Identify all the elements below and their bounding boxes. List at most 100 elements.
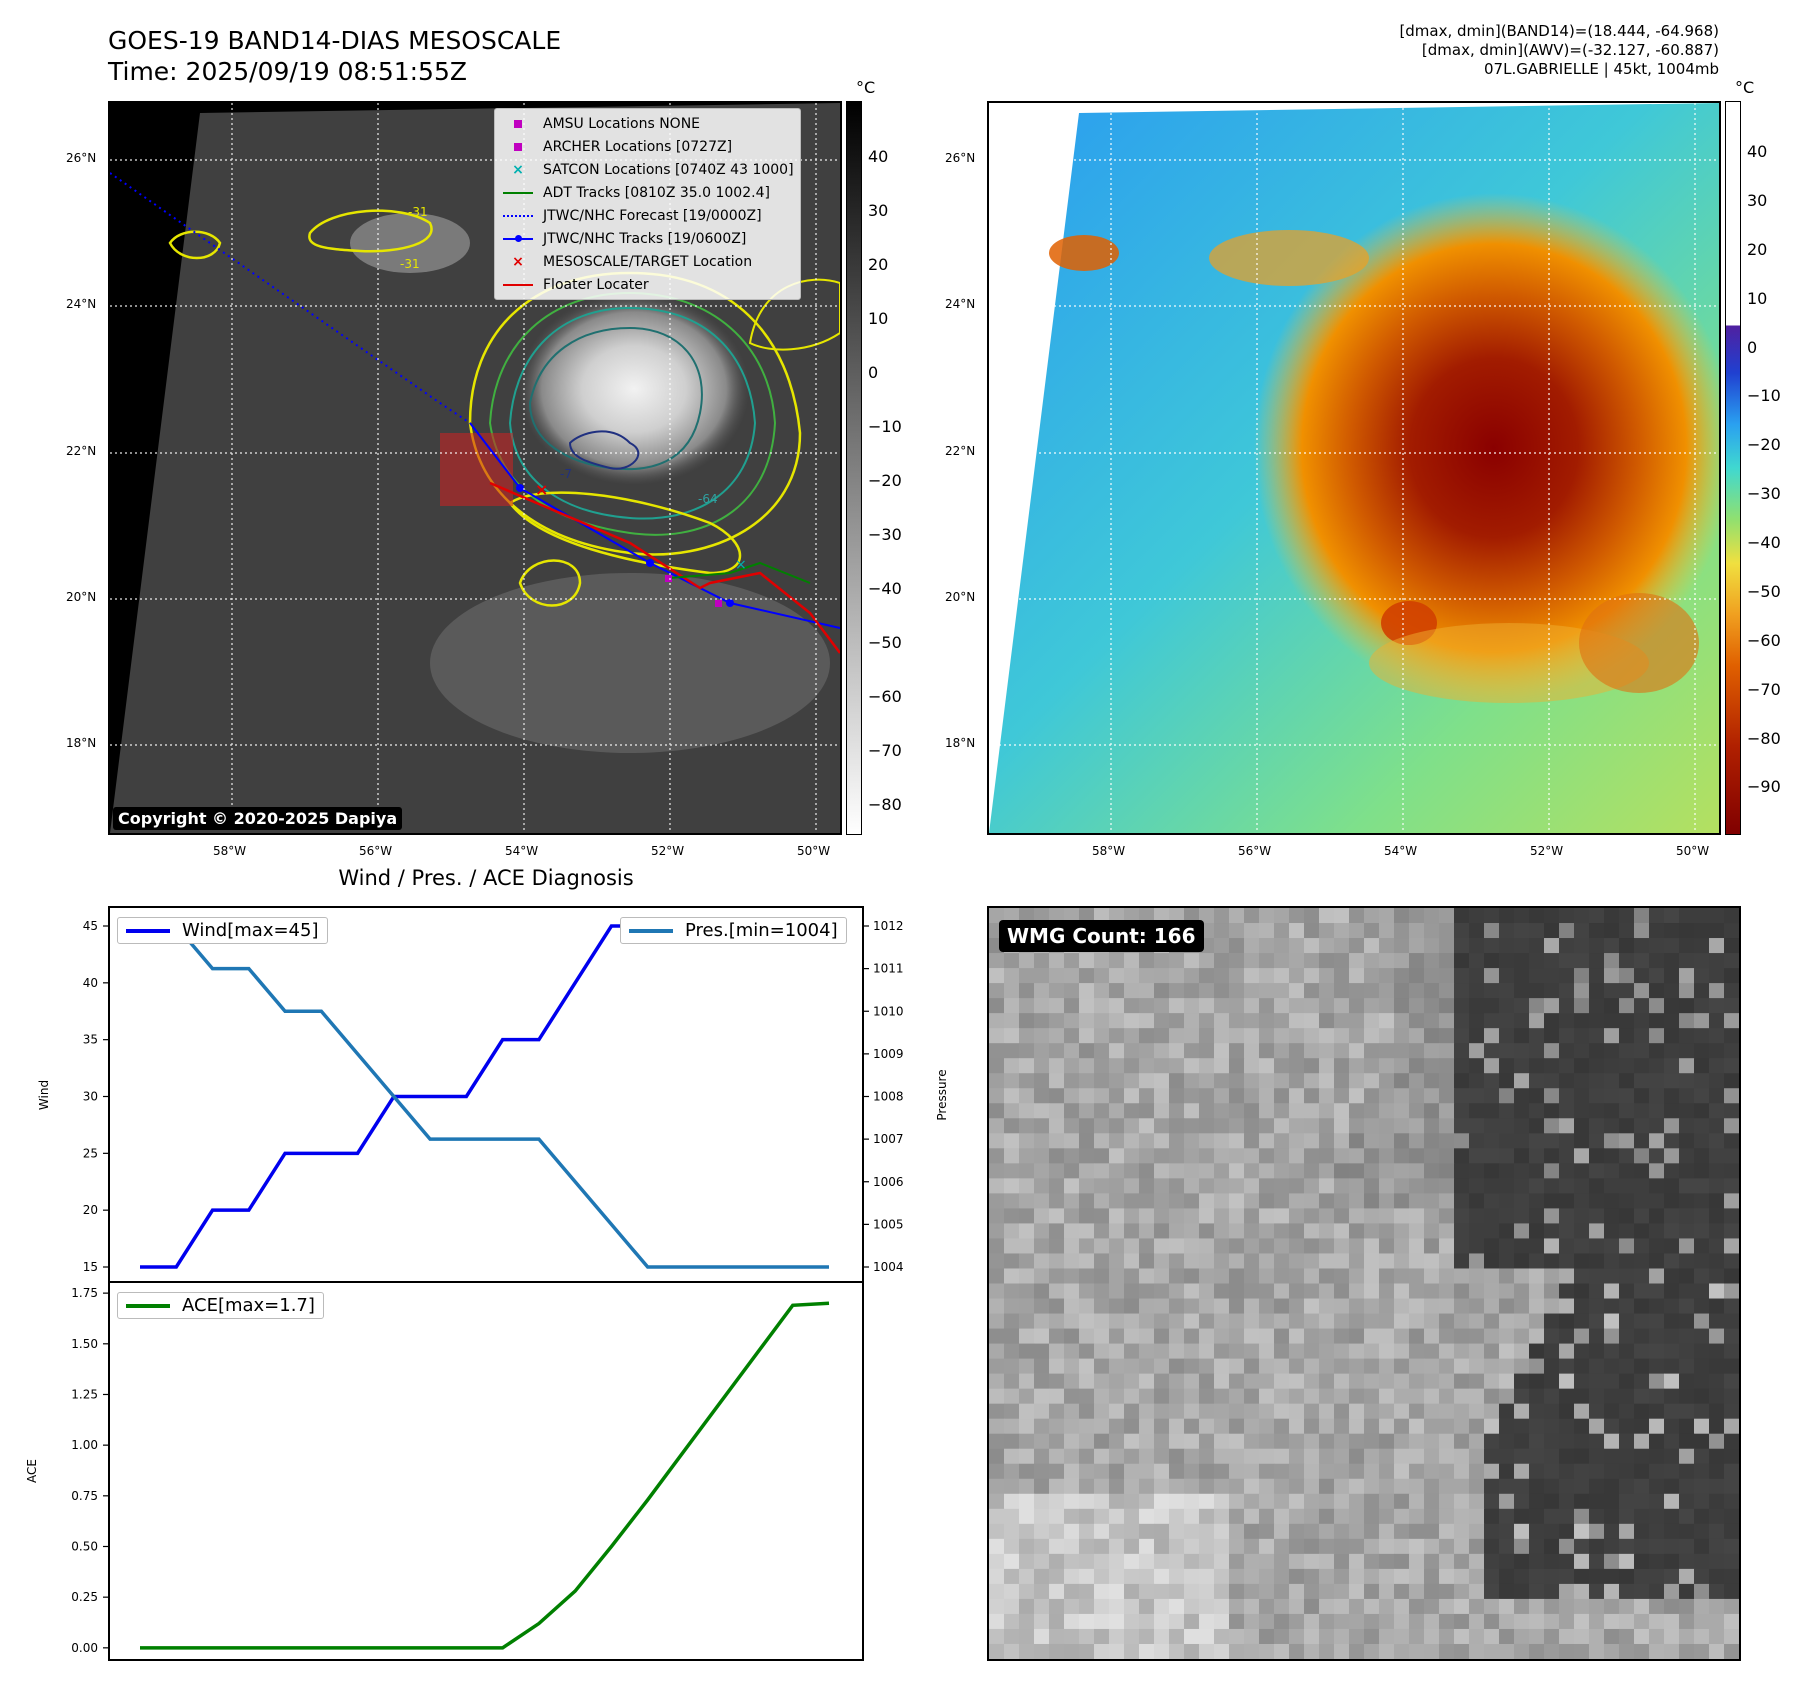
floater-box — [440, 433, 513, 506]
wmg-panel: WMG Count: 166 — [987, 906, 1741, 1661]
legend-item: JTWC/NHC Tracks [19/0600Z] — [501, 227, 794, 250]
contour-label: -31 — [408, 205, 428, 219]
wind-axis-label: Wind — [37, 1080, 51, 1110]
ace-tick-label: 0.50 — [71, 1539, 98, 1553]
chart-title: GOES-19 BAND14-DIAS MESOSCALE Time: 2025… — [108, 25, 561, 87]
colorbar-tick: 10 — [1747, 289, 1768, 308]
colorbar-tick: −30 — [1747, 484, 1781, 503]
colorbar-tick: −60 — [868, 687, 902, 706]
info-band14-range: [dmax, dmin](BAND14)=(18.444, -64.968) — [1399, 22, 1719, 40]
ace-tick-label: 1.25 — [71, 1387, 98, 1401]
grid-lines — [989, 103, 1719, 833]
lon-label: 50°W — [1676, 844, 1710, 858]
line-marker-icon — [501, 185, 535, 201]
archer-marker — [665, 575, 672, 582]
storm-info: [dmax, dmin](BAND14)=(18.444, -64.968) [… — [1399, 22, 1719, 79]
colorbar-tick: 40 — [1747, 142, 1768, 161]
legend-label: JTWC/NHC Forecast [19/0000Z] — [543, 207, 762, 224]
legend-label: AMSU Locations NONE — [543, 115, 701, 132]
legend-label: JTWC/NHC Tracks [19/0600Z] — [543, 230, 747, 247]
ace-line-icon — [126, 1303, 170, 1308]
colorbar-tick: −90 — [1747, 777, 1781, 796]
lat-label: 24°N — [66, 297, 97, 311]
ace-series-line — [140, 1301, 830, 1650]
wmg-count-badge: WMG Count: 166 — [999, 920, 1204, 952]
colorbar-tick: −10 — [868, 417, 902, 436]
colorbar-tick: −60 — [1747, 631, 1781, 650]
wind-tick-label: 20 — [83, 1203, 98, 1217]
contour-label: -31 — [400, 257, 420, 271]
colorbar-tick: −50 — [1747, 582, 1781, 601]
legend-item: Floater Locater — [501, 273, 794, 296]
wind-series-line — [140, 924, 829, 1269]
diagnosis-chart: 45 40 35 30 25 20 15 1012 1011 1010 1009 1008 1007 10… — [25, 906, 949, 1661]
lon-label: 52°W — [651, 844, 685, 858]
pressure-line-icon — [629, 928, 673, 933]
wmg-image — [989, 908, 1739, 1659]
square-marker-icon — [501, 139, 535, 155]
contour-label: -7 — [560, 467, 572, 481]
lon-label: 50°W — [797, 844, 831, 858]
legend-label: ACE[max=1.7] — [182, 1295, 315, 1316]
colorbar-tick: 30 — [1747, 191, 1768, 210]
ace-panel: 1.75 1.50 1.25 1.00 0.75 0.50 0.25 0.00 — [71, 1281, 864, 1661]
colorbar-tick: 0 — [1747, 338, 1758, 357]
wind-tick-label: 45 — [83, 919, 98, 933]
legend-item: AMSU Locations NONE — [501, 112, 794, 135]
ace-tick-label: 1.50 — [71, 1337, 98, 1351]
lon-label: 58°W — [213, 844, 247, 858]
legend-label: ARCHER Locations [0727Z] — [543, 138, 733, 155]
colorbar-tick: −20 — [868, 471, 902, 490]
pressure-tick-label: 1009 — [873, 1047, 904, 1061]
wind-tick-label: 35 — [83, 1033, 98, 1047]
pressure-tick-label: 1006 — [873, 1175, 904, 1189]
legend-item: ADT Tracks [0810Z 35.0 1002.4] — [501, 181, 794, 204]
pressure-tick-label: 1004 — [873, 1260, 904, 1274]
colorbar-tick: 20 — [868, 255, 889, 274]
wind-line-icon — [126, 928, 170, 933]
diagnosis-title: Wind / Pres. / ACE Diagnosis — [338, 866, 634, 890]
colorbar-tick: −40 — [868, 579, 902, 598]
colorbar-tick: −30 — [868, 525, 902, 544]
wind-legend: Wind[max=45] — [117, 917, 328, 944]
x-marker-icon: × — [512, 253, 524, 270]
ace-axis-label: ACE — [25, 1459, 39, 1483]
lat-label: 18°N — [945, 736, 976, 750]
pressure-tick-label: 1005 — [873, 1217, 904, 1231]
satcon-marker: × — [735, 557, 747, 573]
colorbar-tick: −80 — [868, 795, 902, 814]
legend-item: × SATCON Locations [0740Z 43 1000] — [501, 158, 793, 181]
legend-item: JTWC/NHC Forecast [19/0000Z] — [501, 204, 794, 227]
colorbar-tick: 40 — [868, 147, 889, 166]
pressure-tick-label: 1007 — [873, 1132, 904, 1146]
pressure-tick-label: 1011 — [873, 962, 904, 976]
lon-label: 54°W — [505, 844, 539, 858]
info-awv-range: [dmax, dmin](AWV)=(-32.127, -60.887) — [1421, 41, 1719, 59]
color-colorbar-unit: °C — [1735, 78, 1755, 97]
wind-pressure-panel: 45 40 35 30 25 20 15 1012 1011 1010 1009 1008 1007 10… — [83, 906, 904, 1283]
lon-label: 56°W — [1238, 844, 1272, 858]
lon-label: 56°W — [359, 844, 393, 858]
colorbar-tick: 30 — [868, 201, 889, 220]
colorbar-tick: 20 — [1747, 240, 1768, 259]
pressure-series-line — [140, 924, 829, 1269]
pressure-legend: Pres.[min=1004] — [620, 917, 847, 944]
legend-label: ADT Tracks [0810Z 35.0 1002.4] — [543, 184, 770, 201]
ace-tick-label: 1.00 — [71, 1438, 98, 1452]
pressure-tick-label: 1010 — [873, 1004, 904, 1018]
ace-tick-label: 1.75 — [71, 1286, 98, 1300]
pressure-tick-label: 1012 — [873, 919, 904, 933]
colorbar-tick: −70 — [868, 741, 902, 760]
colorbar-tick: −20 — [1747, 435, 1781, 454]
lon-label: 54°W — [1384, 844, 1418, 858]
line-dot-icon — [501, 231, 535, 247]
ace-tick-label: 0.25 — [71, 1590, 98, 1604]
title-line-2: Time: 2025/09/19 08:51:55Z — [108, 57, 467, 86]
colorbar-tick: −10 — [1747, 386, 1781, 405]
lat-label: 24°N — [945, 297, 976, 311]
info-storm: 07L.GABRIELLE | 45kt, 1004mb — [1484, 60, 1719, 78]
ace-tick-label: 0.00 — [71, 1641, 98, 1655]
wind-plot-frame — [108, 906, 864, 1283]
lon-label: 58°W — [1092, 844, 1126, 858]
lat-label: 20°N — [945, 590, 976, 604]
